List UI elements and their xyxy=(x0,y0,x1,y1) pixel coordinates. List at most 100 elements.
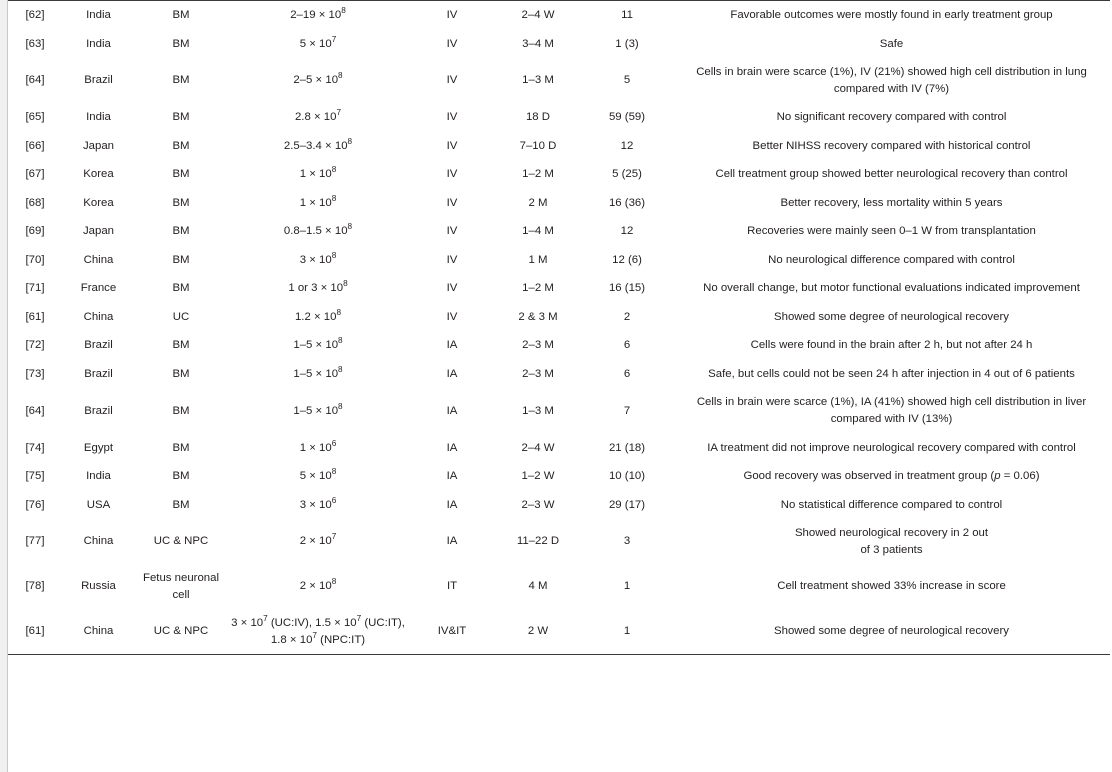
cell-cell-source: BM xyxy=(172,37,190,50)
outcome-text: Better NIHSS recovery compared with hist… xyxy=(752,139,1031,152)
outcome-text: Showed some degree of neurological recov… xyxy=(774,625,1009,638)
cell-country: Brazil xyxy=(84,367,113,380)
cell-outcome: IA treatment did not improve neurologica… xyxy=(673,434,1110,463)
cell-country: Brazil xyxy=(84,404,113,417)
cell-reference: [70] xyxy=(25,253,45,266)
cell-country: India xyxy=(62,0,135,30)
cell-followup: 1–2 W xyxy=(521,470,555,483)
cell-cell-dose: 1 or 3 × 108 xyxy=(288,279,348,295)
outcome-text: Showed neurological recovery in 2 out of… xyxy=(794,527,989,556)
table-row: [67] Korea BM 1 × 108 IV 1–2 M 5 (25) Cell trea… xyxy=(8,160,1110,189)
cell-patients: 21 (18) xyxy=(608,441,646,454)
cell-route: IA xyxy=(446,404,458,417)
cell-followup: 18 D xyxy=(525,111,551,124)
cell-country: USA xyxy=(86,498,111,511)
cell-route: IV xyxy=(446,310,458,323)
cell-cell-dose: 1–5 × 108 xyxy=(293,365,343,380)
cell-reference: [64] xyxy=(25,74,45,87)
cell-followup: 1–3 M xyxy=(522,404,554,417)
cell-route: IV xyxy=(446,168,458,181)
dose-exponent: 8 xyxy=(331,467,337,477)
cell-followup: 2–4 W xyxy=(495,0,581,30)
cell-cell-source: BM xyxy=(172,253,190,266)
cell-route: IT xyxy=(446,580,458,593)
left-edge-strip xyxy=(0,0,8,772)
cell-cell-dose: 0.8–1.5 × 108 xyxy=(283,222,353,238)
dose-exponent: 8 xyxy=(347,222,353,232)
cell-outcome: Cell treatment group showed better neuro… xyxy=(673,160,1110,189)
cell-cell-source: UC & NPC xyxy=(153,535,209,548)
cell-cell-source: BM xyxy=(172,404,190,417)
cell-patients: 16 (36) xyxy=(608,196,646,209)
cell-route: IA xyxy=(446,367,458,380)
cell-country: Brazil xyxy=(84,74,113,87)
cell-route: IA xyxy=(446,339,458,352)
cell-cell-dose: 2 × 108 xyxy=(299,577,337,593)
cell-patients: 29 (17) xyxy=(608,498,646,511)
cell-cell-dose: 1–5 × 108 xyxy=(293,401,343,417)
outcome-text: Good recovery was observed in treatment … xyxy=(743,470,1040,483)
outcome-text: Cells in brain were scarce (1%), IA (41%… xyxy=(696,396,1087,425)
cell-followup: 2–3 W xyxy=(521,498,555,511)
p-value-symbol: p xyxy=(994,470,1001,483)
outcome-text: IA treatment did not improve neurologica… xyxy=(707,441,1076,454)
cell-cell-dose: 2 × 107 xyxy=(299,532,337,548)
cell-route: IA xyxy=(446,535,458,548)
outcome-text: Showed some degree of neurological recov… xyxy=(774,310,1009,323)
cell-outcome: Recoveries were mainly seen 0–1 W from t… xyxy=(673,217,1110,246)
cell-followup: 4 M xyxy=(528,580,548,593)
dose-exponent: 6 xyxy=(331,438,337,448)
cell-route: IV xyxy=(446,111,458,124)
cell-country: Japan xyxy=(82,225,115,238)
dose-exponent: 7 xyxy=(356,614,362,624)
cell-outcome: Good recovery was observed in treatment … xyxy=(673,462,1110,491)
outcome-text: Better recovery, less mortality within 5… xyxy=(780,196,1003,209)
cell-patients: 10 (10) xyxy=(608,470,646,483)
cell-country: Korea xyxy=(83,168,114,181)
dose-exponent: 8 xyxy=(338,71,343,81)
outcome-text: Safe, but cells could not be seen 24 h a… xyxy=(708,367,1075,380)
table-row: [71] France BM 1 or 3 × 108 IV 1–2 M 16 (15) No… xyxy=(8,274,1110,303)
cell-patients: 5 (25) xyxy=(612,168,642,181)
table-row: [73] Brazil BM 1–5 × 108 IA 2–3 M 6 Safe, but c… xyxy=(8,360,1110,389)
cell-patients: 2 xyxy=(623,310,631,323)
cell-cell-dose: 2.5–3.4 × 108 xyxy=(283,136,353,152)
cell-outcome: Showed some degree of neurological recov… xyxy=(673,303,1110,332)
dose-exponent: 8 xyxy=(331,193,337,203)
cell-patients: 16 (15) xyxy=(608,282,646,295)
cell-outcome: No significant recovery compared with co… xyxy=(673,103,1110,132)
table-row: [66] Japan BM 2.5–3.4 × 108 IV 7–10 D 12 Better… xyxy=(8,132,1110,161)
dose-exponent: 8 xyxy=(331,577,337,587)
cell-patients: 1 xyxy=(581,609,673,656)
cell-country: China xyxy=(83,535,114,548)
cell-route: IA xyxy=(446,498,458,511)
cell-cell-dose: 5 × 108 xyxy=(299,467,337,483)
table-row: [76] USA BM 3 × 106 IA 2–3 W 29 (17) No statist… xyxy=(8,491,1110,520)
dose-exponent: 7 xyxy=(331,532,337,542)
cell-cell-dose: 3 × 106 xyxy=(299,495,337,511)
cell-followup: 1–2 M xyxy=(522,168,554,181)
dose-exponent: 8 xyxy=(343,279,348,289)
table-row: [75] India BM 5 × 108 IA 1–2 W 10 (10) Good rec… xyxy=(8,462,1110,491)
cell-outcome: Better recovery, less mortality within 5… xyxy=(673,189,1110,218)
cell-route: IA xyxy=(446,441,458,454)
cell-reference: [72] xyxy=(25,339,45,352)
dose-exponent: 7 xyxy=(263,614,268,624)
cell-route: IV xyxy=(446,37,458,50)
outcome-text: No significant recovery compared with co… xyxy=(776,111,1007,124)
cell-reference: [66] xyxy=(25,139,45,152)
cell-reference: [63] xyxy=(25,37,45,50)
cell-cell-source: BM xyxy=(172,367,190,380)
outcome-text: No overall change, but motor functional … xyxy=(703,282,1080,295)
cell-country: India xyxy=(86,111,111,124)
cell-cell-dose: 1.2 × 108 xyxy=(294,308,342,323)
table-row: [63] India BM 5 × 107 IV 3–4 M 1 (3) Safe xyxy=(8,30,1110,59)
outcome-text: Recoveries were mainly seen 0–1 W from t… xyxy=(747,225,1036,238)
table-row: [69] Japan BM 0.8–1.5 × 108 IV 1–4 M 12 Recover… xyxy=(8,217,1110,246)
cell-cell-source: BM xyxy=(172,441,190,454)
dose-exponent: 8 xyxy=(338,365,343,375)
cell-reference: [74] xyxy=(25,441,45,454)
cell-cell-dose: 2–5 × 108 xyxy=(293,71,343,87)
cell-route: IV&IT xyxy=(409,609,495,656)
